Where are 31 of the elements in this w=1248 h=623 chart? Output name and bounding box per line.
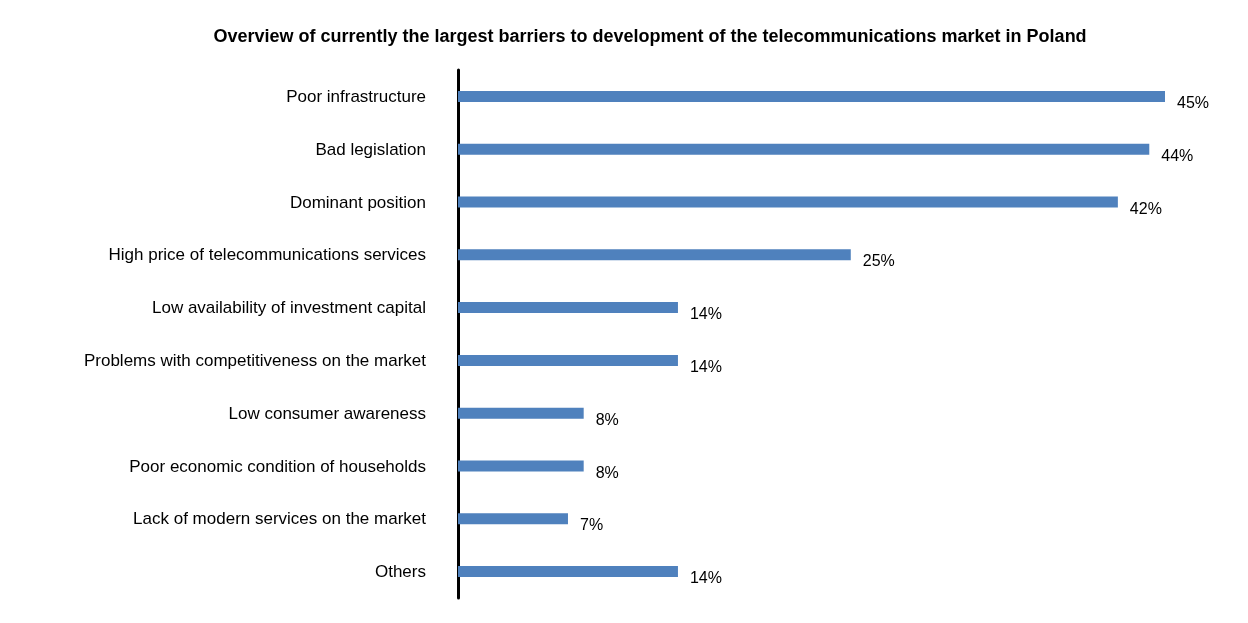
y-tick-label: Dominant position bbox=[289, 192, 426, 212]
data-label: 42% bbox=[1129, 199, 1162, 217]
bar bbox=[458, 302, 678, 314]
y-tick-label: High price of telecommunications services bbox=[108, 245, 426, 265]
bar bbox=[458, 460, 584, 472]
y-tick-label: Bad legislation bbox=[315, 139, 426, 159]
bar bbox=[458, 566, 678, 578]
bar bbox=[458, 90, 1165, 102]
bar bbox=[458, 513, 568, 525]
bar bbox=[458, 143, 1150, 155]
data-label: 14% bbox=[689, 305, 722, 323]
bar bbox=[458, 354, 678, 366]
data-label: 14% bbox=[689, 357, 722, 375]
data-label: 25% bbox=[862, 252, 895, 270]
y-tick-label: Lack of modern services on the market bbox=[133, 509, 427, 529]
bar bbox=[458, 196, 1118, 208]
y-tick-label: Problems with competitiveness on the market bbox=[83, 350, 427, 370]
y-tick-label: Others bbox=[374, 562, 426, 582]
data-label: 7% bbox=[579, 516, 604, 534]
y-tick-label: Low availability of investment capital bbox=[151, 298, 426, 318]
bar bbox=[458, 249, 851, 261]
data-label: 14% bbox=[689, 569, 722, 587]
chart-title: Overview of currently the largest barriers to development of the telecommunications market in Poland bbox=[213, 26, 1087, 46]
data-label: 45% bbox=[1177, 93, 1210, 111]
y-tick-label: Low consumer awareness bbox=[228, 403, 426, 423]
bar bbox=[458, 407, 584, 419]
data-label: 8% bbox=[595, 463, 619, 481]
data-label: 8% bbox=[595, 410, 619, 428]
y-tick-label: Poor infrastructure bbox=[286, 86, 426, 106]
data-label: 44% bbox=[1161, 146, 1194, 164]
y-tick-label: Poor economic condition of households bbox=[129, 456, 426, 476]
